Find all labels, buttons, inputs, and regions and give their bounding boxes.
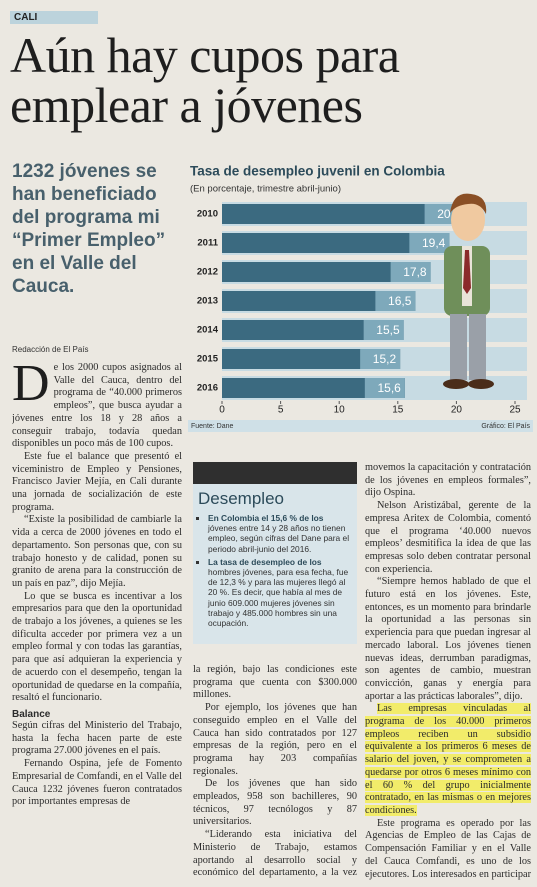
column: la región, bajo las condiciones este pro… [193, 664, 357, 882]
paragraph: Las empresas vinculadas al programa de l… [365, 703, 531, 817]
chart-subtitle: (En porcentaje, trimestre abril-junio) [190, 184, 341, 195]
column: movemos la capacitación y contratación d… [365, 462, 531, 882]
lead: La tasa de desempleo de los [208, 556, 322, 567]
x-tick-label: 20 [451, 405, 463, 416]
y-tick-label: 2010 [197, 209, 218, 220]
x-tick-label: 0 [219, 405, 225, 416]
bar [222, 233, 450, 253]
bar [222, 204, 465, 224]
paragraph: Por ejemplo, los jóvenes que han consegu… [193, 702, 357, 777]
headline: Aún hay cupos para emplear a jóvenes [10, 27, 400, 133]
value-label-box [363, 320, 404, 340]
value-label: 17,8 [403, 265, 427, 279]
sidebar-bar [193, 462, 357, 484]
bar [222, 320, 404, 340]
y-tick-label: 2013 [197, 296, 218, 307]
item-text: hombres jóvenes, para esa fecha, fue de … [208, 567, 349, 629]
paragraph: Fernando Ospina, jefe de Fomento Empresa… [12, 758, 182, 808]
sidebar-item: La tasa de desempleo de los hombres jóve… [208, 557, 352, 628]
item-text: jóvenes entre 14 y 28 años no tienen emp… [208, 523, 350, 554]
y-tick-label: 2016 [197, 383, 218, 394]
value-label: 19,4 [422, 236, 446, 250]
value-label: 15,6 [377, 381, 401, 395]
illustration [443, 193, 494, 389]
sidebar-item: En Colombia el 15,6 % de los jóvenes ent… [208, 513, 352, 554]
paragraph: “Siempre hemos hablado de que el futuro … [365, 576, 531, 702]
hair [450, 193, 487, 214]
x-tick-label: 5 [278, 405, 284, 416]
x-tick-label: 15 [392, 405, 404, 416]
source-strip [188, 420, 533, 432]
credit: Gráfico: El País [481, 423, 530, 430]
bar [222, 378, 405, 398]
leg [450, 314, 467, 380]
byline: Redacción de El País [12, 345, 89, 354]
subhead: Balance [12, 708, 51, 720]
y-tick-label: 2011 [197, 238, 218, 249]
sidebar: Desempleo En Colombia el 15,6 % de los j… [193, 484, 357, 644]
value-label-box [364, 378, 405, 398]
paragraph: “Liderando esta iniciativa del Ministeri… [193, 829, 357, 882]
paragraph: “Existe la posibilidad de cambiarle la v… [12, 514, 182, 589]
paragraph: movemos la capacitación y contratación d… [365, 462, 531, 499]
y-tick-label: 2014 [197, 325, 219, 336]
source: Fuente: Dane [191, 423, 234, 430]
paragraph: Lo que se busca es incentivar a los empr… [12, 590, 182, 704]
sidebar-list: En Colombia el 15,6 % de los jóvenes ent… [198, 513, 352, 628]
paragraph: la región, bajo las condiciones este pro… [193, 664, 357, 701]
section-label: CALI [10, 11, 98, 24]
shoe [468, 379, 494, 389]
value-label: 15,2 [373, 352, 397, 366]
paragraph: Este fue el balance que presentó el vice… [12, 450, 182, 513]
chart: Tasa de desempleo juvenil en Colombia (E… [188, 164, 533, 432]
value-label-box [375, 291, 416, 311]
bar [222, 349, 401, 369]
value-label-box [390, 262, 431, 282]
shoe [443, 379, 469, 389]
paragraph: De los 2000 cupos asignados al Valle del… [12, 362, 182, 450]
paragraph: Nelson Aristizábal, gerente de la empres… [365, 500, 531, 575]
y-tick-label: 2012 [197, 267, 218, 278]
paragraph: De los jóvenes que han sido empleados, 9… [193, 778, 357, 828]
y-tick-label: 2015 [197, 354, 219, 365]
tie [463, 250, 471, 294]
x-tick-label: 10 [334, 405, 346, 416]
bar [222, 291, 416, 311]
paragraph: Según cifras del Ministerio del Trabajo,… [12, 719, 182, 757]
value-label-box [409, 233, 450, 253]
bar [222, 262, 431, 282]
chart-title: Tasa de desempleo juvenil en Colombia [190, 164, 445, 179]
head [451, 199, 485, 241]
highlight: Las empresas vinculadas al programa de l… [365, 703, 531, 816]
paragraph: Este programa es operado por las Agencia… [365, 817, 531, 882]
column: De los 2000 cupos asignados al Valle del… [12, 362, 182, 882]
lead: En Colombia el 15,6 % de los [208, 513, 324, 523]
deck: 1232 jóvenes se han beneficiado del prog… [12, 161, 166, 297]
value-label-box [360, 349, 401, 369]
value-label: 16,5 [388, 294, 412, 308]
sidebar-title: Desempleo [198, 489, 284, 508]
value-label: 15,5 [376, 323, 400, 337]
leg [469, 314, 486, 380]
x-tick-label: 25 [509, 405, 521, 416]
